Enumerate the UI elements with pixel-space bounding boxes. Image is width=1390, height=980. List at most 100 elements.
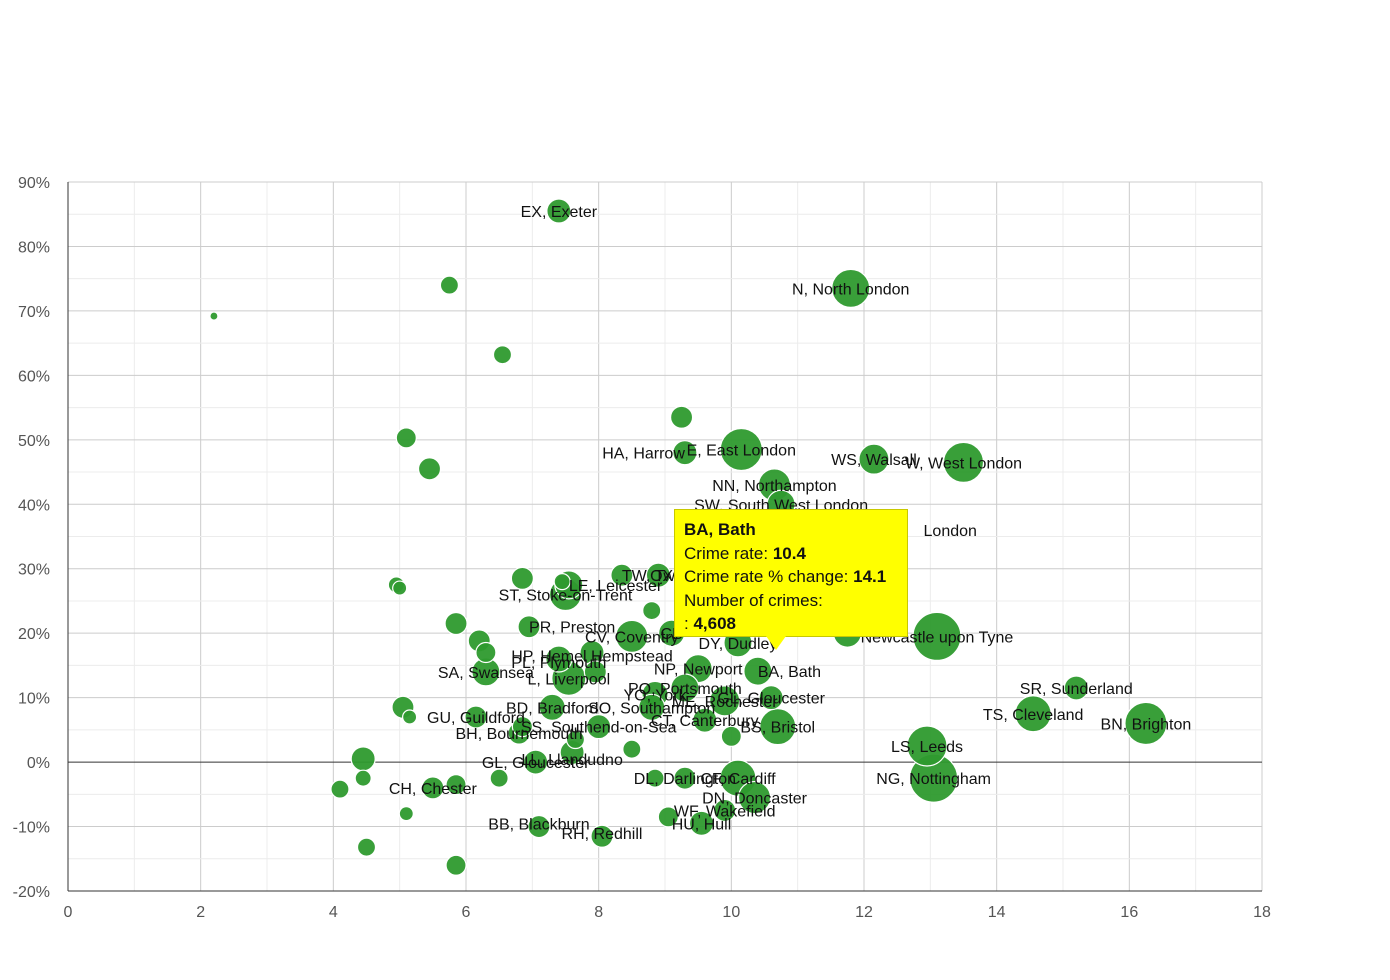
bubble-label: RH, Redhill xyxy=(562,826,643,843)
y-tick-label: 50% xyxy=(18,433,50,450)
axes: 0 2 4 6 8 10 12 14 16 18 -20% -10% 0% 10% 20% 30% 40% 50%… xyxy=(13,175,1271,921)
bubble-point xyxy=(942,441,985,483)
bubble-point xyxy=(421,776,445,800)
bubble-label: ME, Rochester xyxy=(672,694,778,711)
tooltip-pointer xyxy=(766,636,786,650)
tooltip: BA, Bath Crime rate: 10.4 Crime rate % c… xyxy=(674,509,908,637)
x-tick-label: 18 xyxy=(1253,904,1271,921)
bubble-point xyxy=(657,806,679,828)
bubble-label: HU, Hull xyxy=(672,816,732,833)
bubble-point xyxy=(402,709,418,725)
bubble-point xyxy=(1124,701,1168,746)
y-tick-label: 60% xyxy=(18,368,50,385)
bubble-point xyxy=(1063,675,1089,701)
bubble-point xyxy=(586,714,612,740)
bubble-label: CH, Chester xyxy=(389,781,478,798)
bubble-point xyxy=(444,611,468,636)
y-tick-label: 0% xyxy=(27,755,50,772)
bubble-label: W, West London xyxy=(905,455,1022,472)
bubble-point xyxy=(527,814,551,839)
bubble-label: GU, Guildford xyxy=(427,710,525,727)
x-tick-label: 6 xyxy=(462,904,471,921)
bubble-point xyxy=(492,345,513,365)
bubble-label: BB, Blackburn xyxy=(488,816,589,833)
tooltip-count-row: : 4,608 xyxy=(684,614,737,633)
bubble-label: TS, Cleveland xyxy=(983,707,1084,724)
bubble-point xyxy=(350,746,376,772)
bubble-point xyxy=(713,798,737,823)
bubble-point xyxy=(395,427,417,449)
x-tick-label: 10 xyxy=(722,904,740,921)
bubble-point xyxy=(546,198,572,224)
bubble-label: WF, Wakefield xyxy=(674,803,776,820)
bubble-label: WS, Walsall xyxy=(831,452,917,469)
bubble-label: SA, Swansea xyxy=(438,665,534,682)
x-tick-label: 16 xyxy=(1120,904,1138,921)
x-tick-label: 14 xyxy=(988,904,1006,921)
x-tick-label: 4 xyxy=(329,904,338,921)
tooltip-change-row: Crime rate % change: 14.1 xyxy=(684,567,887,586)
bubble-label: LE, Leicester xyxy=(569,578,663,595)
bubble-point xyxy=(510,566,534,590)
bubble-point xyxy=(489,768,509,788)
bubble-point xyxy=(642,601,662,621)
bubble-point xyxy=(545,645,573,673)
bubble-label: BA, Bath xyxy=(758,664,821,681)
bubble-point xyxy=(565,729,586,750)
x-tick-label: 2 xyxy=(196,904,205,921)
y-tick-label: 80% xyxy=(18,239,50,256)
bubble-point xyxy=(720,725,742,747)
y-tick-label: 70% xyxy=(18,304,50,321)
y-tick-label: 20% xyxy=(18,626,50,643)
bubble-point xyxy=(912,611,962,662)
bubble-point xyxy=(645,562,671,588)
bubble-label: LL, Llandudno xyxy=(521,752,623,769)
y-tick-label: 30% xyxy=(18,562,50,579)
bubble-point xyxy=(511,716,533,738)
bubble-label: BN, Brighton xyxy=(1101,716,1192,733)
bubble-point xyxy=(743,656,773,686)
bubble-label: L, Liverpool xyxy=(527,671,610,688)
bubble-label: HP, Hemel Hempstead xyxy=(511,649,673,666)
bubble-point xyxy=(464,705,488,729)
bubble-point xyxy=(209,311,219,321)
y-tick-label: -10% xyxy=(13,820,50,837)
bubble-label: London xyxy=(924,523,977,540)
bubble-label: PO, Portsmouth xyxy=(628,681,742,698)
bubble-label: SO, Southampton xyxy=(588,700,715,717)
bubble-point xyxy=(354,769,372,787)
bubble-label: NN, Northampton xyxy=(712,478,837,495)
bubble-label: HA, Harrow xyxy=(602,446,685,463)
bubble-point xyxy=(439,275,460,295)
bubble-point xyxy=(638,693,666,721)
tooltip-title: BA, Bath xyxy=(684,520,756,539)
bubble-point xyxy=(758,685,784,711)
bubble-point xyxy=(583,660,607,684)
bubble-point xyxy=(356,837,377,857)
bubble-point xyxy=(858,443,890,475)
bubble-series xyxy=(209,198,1168,876)
bubble-label: CV, Coventry xyxy=(585,629,679,646)
bubble-point xyxy=(398,806,414,822)
x-tick-label: 0 xyxy=(64,904,73,921)
bubble-point xyxy=(553,573,571,591)
bubble-label: EX, Exeter xyxy=(521,204,598,221)
bubble-label: N, North London xyxy=(792,281,909,298)
bubble-point xyxy=(670,673,700,703)
x-tick-label: 12 xyxy=(855,904,873,921)
y-tick-label: 90% xyxy=(18,175,50,192)
bubble-label: LS, Leeds xyxy=(891,739,963,756)
bubble-label: DY, Dudley xyxy=(699,636,778,653)
bubble-point xyxy=(590,824,614,848)
y-tick-label: -20% xyxy=(13,884,50,901)
bubble-point xyxy=(445,854,467,876)
bubble-label: ST, Stoke-on-Trent xyxy=(499,588,633,605)
bubble-point xyxy=(610,563,634,587)
bubble-label: PR, Preston xyxy=(529,620,615,637)
bubble-label: SS, Southend-on-Sea xyxy=(521,720,677,737)
bubble-label: DN, Doncaster xyxy=(702,791,808,808)
bubble-point xyxy=(759,708,797,746)
bubble-point xyxy=(517,615,541,639)
y-tick-label: 10% xyxy=(18,691,50,708)
